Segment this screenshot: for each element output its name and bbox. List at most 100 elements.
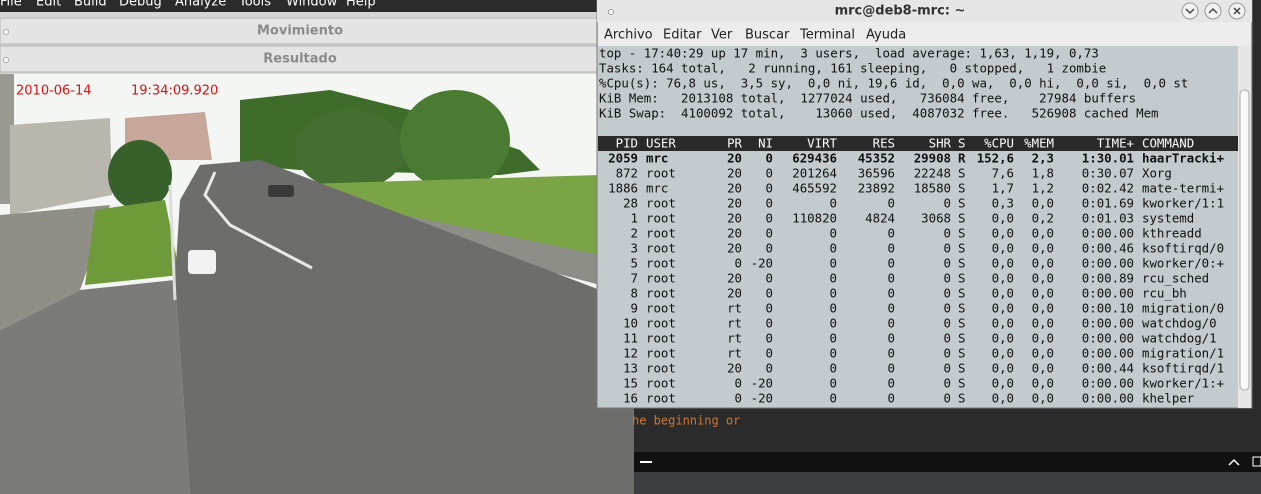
process-cell: 0,0: [992, 241, 1014, 256]
terminal-menu-item[interactable]: Ver: [711, 28, 733, 43]
road: [0, 280, 190, 494]
ide-menu-item[interactable]: Tools: [238, 0, 271, 10]
process-cell: 0:01.03: [1082, 211, 1134, 226]
process-cell: 0,2: [1032, 211, 1054, 226]
process-cell: S: [958, 241, 965, 256]
process-cell: 1886: [608, 181, 638, 196]
process-cell: 0: [944, 316, 951, 331]
process-cell: 0: [766, 286, 773, 301]
process-cell: 0,0: [1032, 346, 1054, 361]
process-cell: 20: [727, 241, 742, 256]
process-cell: 0,0: [1032, 301, 1054, 316]
process-cell: 29908: [914, 151, 951, 166]
editor-edge: [1252, 0, 1261, 450]
ide-menu-item[interactable]: Debug: [119, 0, 162, 10]
terminal-menu-item[interactable]: Terminal: [799, 28, 855, 43]
panel-title[interactable]: Movimiento: [257, 24, 343, 39]
panel-dot: [3, 29, 9, 35]
process-cell: 0: [766, 181, 773, 196]
ide-menu-item[interactable]: Window: [286, 0, 338, 10]
terminal-menu-item[interactable]: Archivo: [604, 28, 653, 43]
process-cell: 36596: [858, 166, 895, 181]
process-cell: 0: [944, 286, 951, 301]
process-cell: root: [646, 346, 676, 361]
process-cell: root: [646, 316, 676, 331]
process-cell: 0: [944, 226, 951, 241]
process-cell: 0: [888, 271, 895, 286]
process-cell: 3: [631, 241, 638, 256]
summary-line: top - 17:40:29 up 17 min, 3 users, load …: [599, 46, 1099, 61]
video-time: 19:34:09.920: [131, 84, 218, 99]
column-header: PR: [727, 136, 742, 151]
process-cell: 0,0: [992, 226, 1014, 241]
process-cell: 0: [888, 346, 895, 361]
process-cell: 0: [766, 226, 773, 241]
terminal-menu-item[interactable]: Ayuda: [866, 28, 906, 43]
process-cell: 0,0: [1032, 271, 1054, 286]
grass: [270, 175, 600, 255]
ide-menu-item[interactable]: Edit: [36, 0, 61, 10]
process-cell: S: [958, 286, 965, 301]
process-cell: 0: [888, 376, 895, 391]
maximize-button[interactable]: [1204, 2, 1222, 20]
process-cell: 3068: [921, 211, 951, 226]
terminal-menu-item[interactable]: Buscar: [745, 28, 790, 43]
process-cell: rt: [727, 331, 742, 346]
summary-line: Tasks: 164 total, 2 running, 161 sleepin…: [599, 61, 1106, 76]
process-cell: 5: [631, 256, 638, 271]
process-cell: root: [646, 196, 676, 211]
window-icon[interactable]: [1252, 456, 1261, 467]
process-cell: 0:02.42: [1082, 181, 1134, 196]
process-cell: 0: [766, 361, 773, 376]
process-cell: 0:00.89: [1082, 271, 1134, 286]
process-cell: 0: [830, 226, 837, 241]
minimize-button[interactable]: [1181, 2, 1199, 20]
ide-menu-item[interactable]: Build: [74, 0, 107, 10]
tree: [400, 90, 510, 190]
process-cell: 1,7: [992, 181, 1014, 196]
process-cell: 465592: [792, 181, 837, 196]
process-cell: 0,0: [1032, 286, 1054, 301]
process-cell: 0: [944, 361, 951, 376]
process-cell: 0:00.00: [1082, 346, 1134, 361]
tree: [108, 140, 172, 210]
process-cell: 2,3: [1032, 151, 1054, 166]
car: [268, 185, 294, 197]
process-cell: 0: [944, 346, 951, 361]
column-header: COMMAND: [1142, 136, 1194, 151]
sidewalk: [0, 205, 110, 330]
process-cell: 0: [830, 316, 837, 331]
ide-menu-item[interactable]: Help: [346, 0, 376, 10]
ide-menu-item[interactable]: File: [0, 0, 22, 10]
process-cell: 0: [766, 241, 773, 256]
terminal-titlebar: [597, 0, 1252, 22]
panel-bar: [0, 45, 601, 73]
process-cell: S: [958, 331, 965, 346]
terminal-menu-item[interactable]: Editar: [663, 28, 702, 43]
expand-icon[interactable]: [1228, 458, 1240, 466]
column-header: %CPU: [984, 136, 1014, 151]
window-dot: [608, 9, 614, 15]
process-cell: 0,0: [992, 316, 1014, 331]
minimize-icon[interactable]: [640, 461, 652, 463]
process-cell: 0,0: [992, 271, 1014, 286]
process-cell: 0: [830, 271, 837, 286]
process-cell: 20: [727, 181, 742, 196]
scrollbar-thumb[interactable]: [1239, 89, 1250, 391]
panel-title[interactable]: Resultado: [263, 52, 337, 67]
process-cell: 0:00.00: [1082, 286, 1134, 301]
process-cell: 0: [888, 241, 895, 256]
process-cell: 0,0: [992, 361, 1014, 376]
process-cell: 0: [766, 301, 773, 316]
process-cell: migration/1: [1142, 346, 1224, 361]
process-cell: 28: [623, 196, 638, 211]
process-cell: 0: [888, 331, 895, 346]
process-cell: kworker/1:1: [1142, 196, 1224, 211]
process-cell: 20: [727, 211, 742, 226]
process-cell: 0: [830, 286, 837, 301]
ide-menu-item[interactable]: Analyze: [175, 0, 226, 10]
process-cell: watchdog/1: [1142, 331, 1217, 346]
building: [10, 118, 112, 215]
video-date: 2010-06-14: [16, 84, 92, 99]
